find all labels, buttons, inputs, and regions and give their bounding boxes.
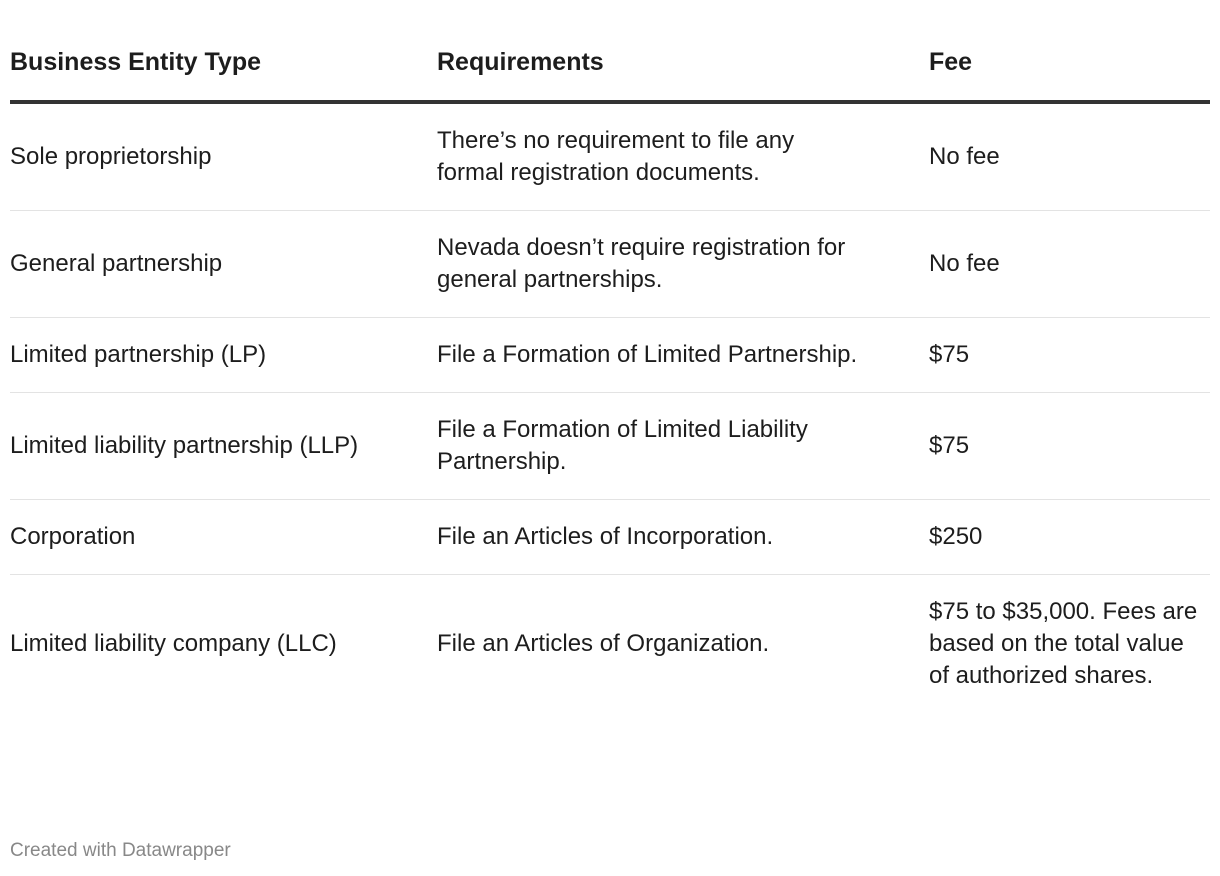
column-header[interactable]: Business Entity Type (10, 34, 437, 104)
fee: No fee (929, 250, 1000, 277)
requirements: File a Formation of Limited Partnership. (437, 341, 858, 368)
table-cell: Limited partnership (LP) (10, 317, 437, 393)
header-row: Business Entity Type Requirements Fee (10, 34, 1210, 104)
entity-type: Limited liability partnership (LLP) (10, 432, 359, 459)
table-row: Sole proprietorship There’s no requiremen… (10, 102, 1210, 211)
fee: $75 to $35,000. Fees are based on the to… (929, 598, 1198, 689)
requirements: Nevada doesn’t require registration for … (437, 234, 846, 293)
table-cell: General partnership (10, 210, 437, 318)
datawrapper-credit[interactable]: Created with Datawrapper (10, 840, 231, 861)
fee: $75 (929, 341, 970, 368)
table-cell: There’s no requirement to file any forma… (437, 102, 929, 211)
table-cell: File an Articles of Incorporation. (437, 499, 929, 575)
requirements: File an Articles of Incorporation. (437, 523, 774, 550)
requirements: There’s no requirement to file any forma… (437, 127, 795, 186)
table-row: Limited liability company (LLC) File an A… (10, 575, 1210, 714)
entity-type: Sole proprietorship (10, 143, 212, 170)
entity-table: Business Entity Type Requirements Fee So… (10, 34, 1210, 713)
table-cell: Nevada doesn’t require registration for … (437, 210, 929, 318)
table-cell: No fee (929, 102, 1210, 211)
table-cell: $75 (929, 392, 1210, 500)
requirements: File a Formation of Limited Liability Pa… (437, 416, 808, 475)
table-cell: Sole proprietorship (10, 102, 437, 211)
table-cell: File an Articles of Organization. (437, 575, 929, 714)
fee: $75 (929, 432, 970, 459)
fee: $250 (929, 523, 983, 550)
table-row: Limited liability partnership (LLP) File … (10, 392, 1210, 500)
requirements: File an Articles of Organization. (437, 630, 770, 657)
table-row: General partnership Nevada doesn’t requir… (10, 210, 1210, 318)
table-cell: Corporation (10, 499, 437, 575)
column-header[interactable]: Fee (929, 34, 1210, 104)
column-header[interactable]: Requirements (437, 34, 929, 104)
table-cell: $75 (929, 317, 1210, 393)
entity-type: Limited partnership (LP) (10, 341, 267, 368)
table-cell: File a Formation of Limited Partnership. (437, 317, 929, 393)
table-cell: File a Formation of Limited Liability Pa… (437, 392, 929, 500)
table-cell: $250 (929, 499, 1210, 575)
table-row: Limited partnership (LP) File a Formation… (10, 317, 1210, 393)
entity-type: General partnership (10, 250, 223, 277)
table-cell: No fee (929, 210, 1210, 318)
entity-type: Corporation (10, 523, 136, 550)
entity-type: Limited liability company (LLC) (10, 630, 337, 657)
table-cell: $75 to $35,000. Fees are based on the to… (929, 575, 1210, 714)
fee: No fee (929, 143, 1000, 170)
table-cell: Limited liability partnership (LLP) (10, 392, 437, 500)
table-cell: Limited liability company (LLC) (10, 575, 437, 714)
table-row: Corporation File an Articles of Incorpora… (10, 499, 1210, 575)
